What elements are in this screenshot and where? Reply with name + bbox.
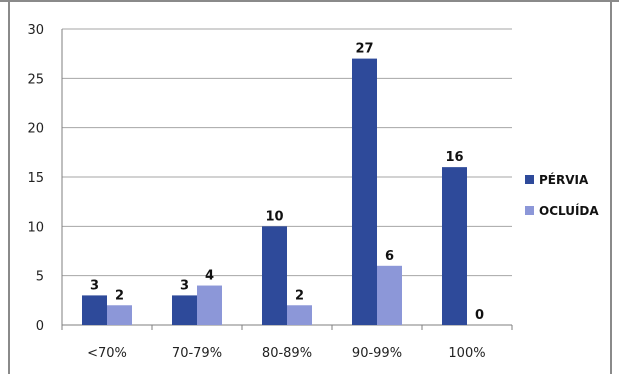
bar-pervia-1	[172, 295, 197, 325]
data-label-pervia-0: 3	[90, 278, 99, 293]
y-tick-label-20: 20	[27, 122, 44, 137]
data-label-pervia-4: 16	[445, 150, 463, 165]
y-tick-label-30: 30	[27, 23, 44, 38]
x-tick-label-3: 90-99%	[352, 346, 402, 361]
bar-pervia-3	[352, 58, 377, 325]
label-layer: 3 2 3 4 10 2 27 6 16 0	[90, 42, 484, 323]
y-tick-label-25: 25	[27, 72, 44, 87]
bar-pervia-4	[442, 167, 467, 325]
data-label-pervia-2: 10	[265, 209, 283, 224]
y-tick-label-5: 5	[36, 270, 44, 285]
bar-layer	[82, 58, 467, 325]
x-tick-label-2: 80-89%	[262, 346, 312, 361]
data-label-ocluida-1: 4	[205, 269, 214, 284]
data-label-ocluida-3: 6	[385, 249, 394, 264]
legend-label-pervia: PÉRVIA	[539, 172, 589, 187]
legend-label-ocluida: OCLUÍDA	[539, 203, 599, 218]
bar-pervia-2	[262, 226, 287, 325]
bar-pervia-0	[82, 295, 107, 325]
bar-ocluida-1	[197, 285, 222, 325]
bar-ocluida-0	[107, 305, 132, 325]
y-tick-label-0: 0	[36, 319, 44, 334]
x-tick-label-1: 70-79%	[172, 346, 222, 361]
bar-ocluida-2	[287, 305, 312, 325]
data-label-pervia-1: 3	[180, 278, 189, 293]
legend: PÉRVIA OCLUÍDA	[525, 172, 599, 218]
y-tick-label-10: 10	[27, 220, 44, 235]
data-label-pervia-3: 27	[355, 42, 373, 57]
data-label-ocluida-4: 0	[475, 308, 484, 323]
x-tick-label-4: 100%	[448, 346, 485, 361]
legend-swatch-ocluida	[525, 206, 534, 215]
data-label-ocluida-2: 2	[295, 288, 304, 303]
bar-ocluida-3	[377, 265, 402, 325]
data-label-ocluida-0: 2	[115, 288, 124, 303]
legend-swatch-pervia	[525, 175, 534, 184]
x-tick-label-0: <70%	[87, 346, 127, 361]
y-tick-label-15: 15	[27, 171, 44, 186]
